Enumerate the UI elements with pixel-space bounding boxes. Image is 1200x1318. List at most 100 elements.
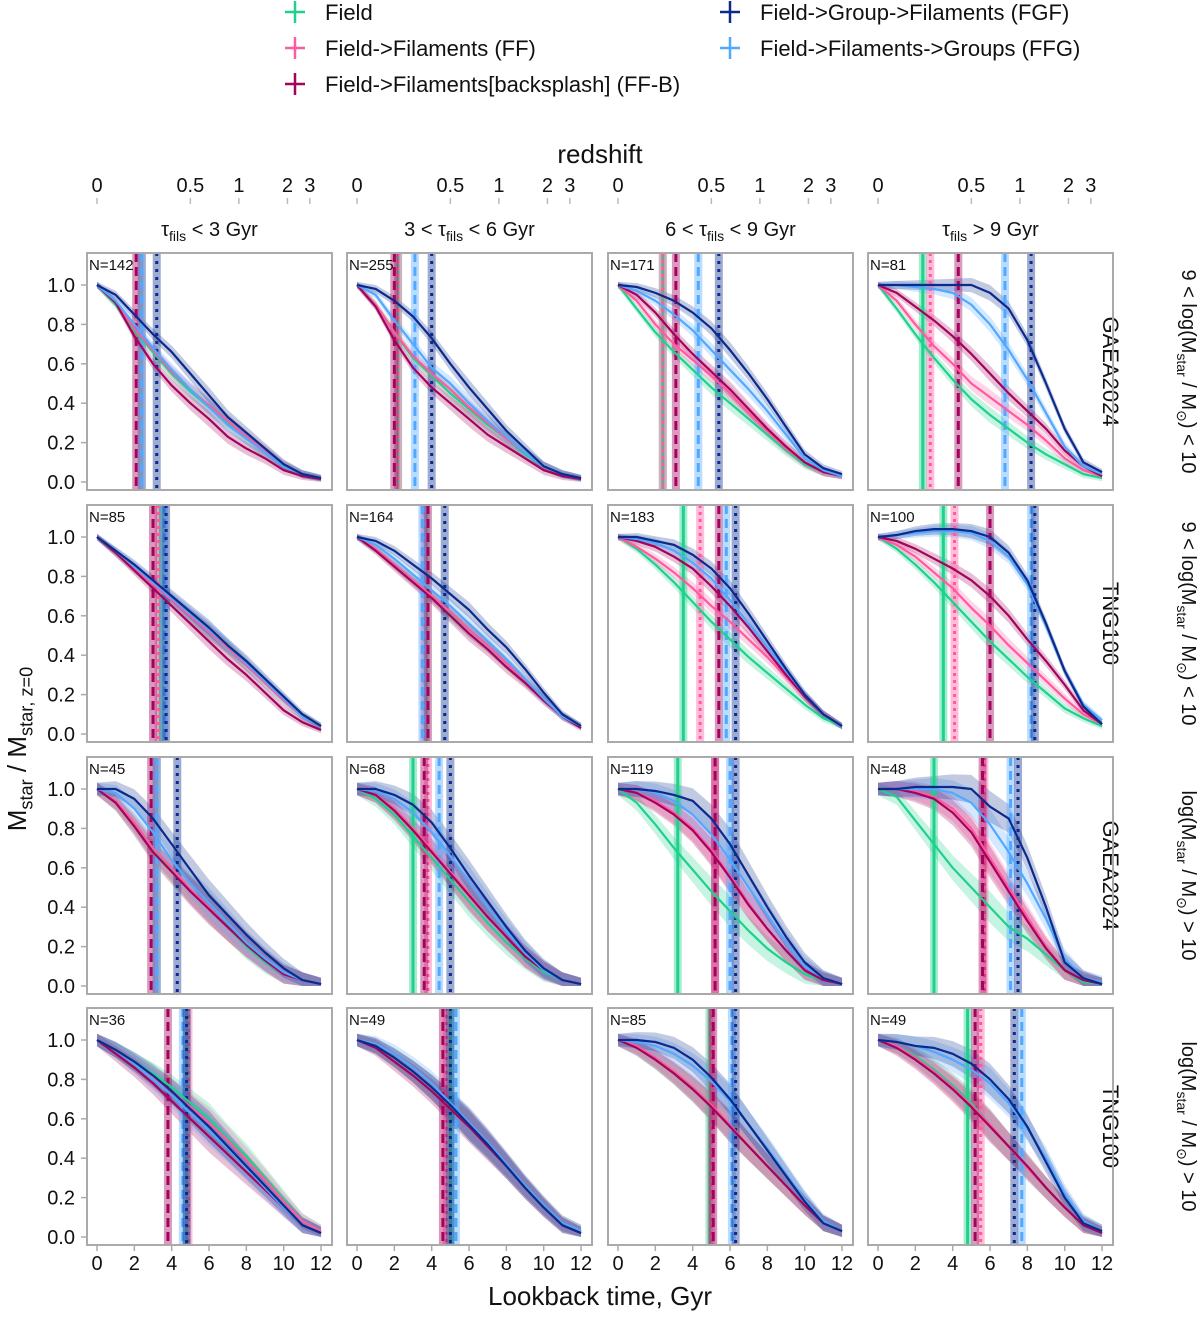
row-header-mass: 9 < log(Mstar / M⊙) < 10 [1174, 269, 1199, 473]
x-tick-label: 2 [129, 1253, 140, 1275]
panel-frame [867, 504, 1114, 743]
series-line-fgf [877, 1038, 1103, 1233]
series-line-ffg [96, 787, 322, 986]
series-line-ffb [356, 536, 582, 730]
median-band-ff [658, 253, 667, 490]
x-tick-label: 4 [947, 1253, 958, 1275]
x-tick-label: 6 [984, 1253, 995, 1275]
band-ffb [878, 533, 1103, 728]
series-line-ffb [617, 787, 843, 986]
band-ff [878, 281, 1103, 480]
x-tick-label: 12 [570, 1253, 592, 1275]
band-ffg [878, 777, 1103, 986]
text-segment: 9 < log(M [1177, 269, 1199, 353]
panel-frame [86, 504, 333, 743]
text-segment: log(M [1177, 1041, 1199, 1091]
text-segment: / M [1177, 864, 1199, 897]
subscript: star [1174, 840, 1190, 864]
row-header-sim: TNG100 [1098, 582, 1123, 665]
panel: N=171 [607, 252, 854, 491]
median-band-fgf [440, 505, 449, 742]
median-band-ff [442, 1008, 451, 1245]
redshift-tick-label: 0.5 [176, 175, 204, 197]
column-header: 3 < τfils < 6 Gyr [404, 219, 535, 244]
row-header-mass: log(Mstar / M⊙) > 10 [1174, 790, 1199, 960]
panel-frame [86, 252, 333, 491]
band-ffg [878, 281, 1103, 478]
subscript: star, z=0 [17, 667, 37, 736]
row-mass-label: 9 < log(Mstar / M⊙) < 10 [1174, 521, 1199, 725]
band-fgf [97, 781, 322, 986]
redshift-tick-label: 0.5 [436, 175, 464, 197]
column-header: 6 < τfils < 9 Gyr [665, 219, 796, 244]
panel-plot-area [356, 505, 582, 742]
panel-plot-area [617, 505, 843, 742]
sample-size-label: N=171 [610, 257, 655, 274]
x-tick-label: 2 [910, 1253, 921, 1275]
series-line-fgf [878, 785, 1103, 986]
legend-label: Field->Filaments[backsplash] (FF-B) [325, 72, 680, 97]
band-ff [97, 782, 322, 986]
text-segment: τ [161, 219, 169, 241]
median-band-fgf [714, 253, 723, 490]
series-line-ffb [96, 284, 322, 481]
panel-plot-area [96, 1008, 322, 1245]
series-line-field [617, 536, 843, 728]
x-tick-label: 8 [241, 1253, 252, 1275]
text-segment: / M [1177, 629, 1199, 662]
sample-size-label: N=183 [610, 509, 655, 526]
panel: N=49 [346, 1007, 593, 1246]
median-band-ff [696, 505, 705, 742]
y-tick-label: 0.8 [47, 314, 75, 336]
panel: N=68 [346, 756, 593, 995]
redshift-tick-label: 0 [351, 175, 362, 197]
x-tick-label: 10 [1054, 1253, 1076, 1275]
sample-size-label: N=255 [349, 257, 394, 274]
x-tick-label: 4 [426, 1253, 437, 1275]
median-band-fgf [182, 1008, 191, 1245]
series-line-field [356, 788, 582, 986]
series-line-ffg [96, 1039, 322, 1235]
redshift-tick-label: 2 [542, 175, 553, 197]
panel-plot-area [877, 1008, 1103, 1245]
text-segment: ) > 10 [1177, 1160, 1199, 1212]
redshift-tick-label: 3 [564, 175, 575, 197]
median-band-ff [950, 505, 959, 742]
legend-item-ffg: Field->Filaments->Groups (FFG) [720, 36, 1080, 61]
band-ff [878, 533, 1103, 728]
median-band-ff [976, 1008, 985, 1245]
panel: N=45 [86, 756, 333, 995]
y-tick-label: 0.4 [47, 1148, 75, 1170]
y-tick-label: 0.2 [47, 685, 75, 707]
median-band-fgf [731, 505, 740, 742]
series-line-fgf [618, 1038, 843, 1233]
panel-frame [86, 756, 333, 995]
sample-size-label: N=142 [89, 257, 134, 274]
median-band-ff [926, 253, 935, 490]
panel: N=49 [867, 1007, 1114, 1246]
subscript: fils [446, 228, 463, 244]
x-tick-label: 10 [273, 1253, 295, 1275]
panel: N=36 [86, 1007, 333, 1246]
median-band-fgf [731, 1008, 740, 1245]
subscript: fils [950, 228, 967, 244]
legend-label: Field [325, 0, 373, 25]
panel-plot-area [96, 757, 322, 994]
median-band-fgf [446, 757, 455, 994]
series-line-fgf [618, 787, 843, 986]
y-tick-label: 1.0 [47, 779, 75, 801]
x-tick-label: 2 [389, 1253, 400, 1275]
redshift-tick-label: 0.5 [697, 175, 725, 197]
x-tick-label: 12 [831, 1253, 853, 1275]
series-line-fgf [96, 284, 322, 480]
series-line-fgf [877, 528, 1103, 725]
y-tick-label: 0.4 [47, 645, 75, 667]
median-band-fgf [1014, 757, 1023, 994]
y-tick-label: 0.8 [47, 1069, 75, 1091]
median-band-fgf [162, 505, 171, 742]
legend-label: Field->Filaments (FF) [325, 36, 536, 61]
row-sim-label: GAEA2024 [1098, 820, 1123, 930]
median-band-fgf [731, 757, 740, 994]
legend-label: Field->Filaments->Groups (FFG) [760, 36, 1080, 61]
median-band-ff [394, 253, 403, 490]
